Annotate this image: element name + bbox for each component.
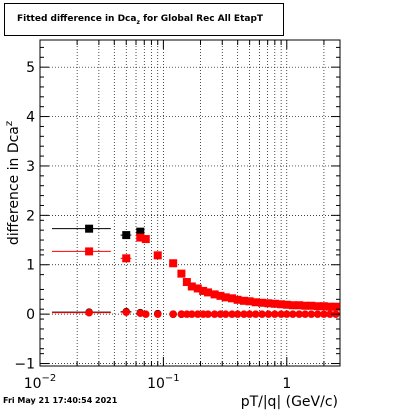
grid — [40, 40, 340, 366]
data-point-square — [325, 302, 334, 311]
data-point-square — [193, 284, 202, 293]
data-point-square — [245, 297, 254, 306]
data-point-circle — [188, 310, 196, 318]
data-point-square — [210, 290, 219, 299]
data-point-circle — [221, 310, 230, 318]
y-tick-label: 5 — [26, 60, 35, 76]
data-point-circle — [240, 310, 248, 318]
chart-title: Fitted difference in Dcaz for Global Rec… — [17, 14, 263, 26]
data-point-circle — [320, 310, 328, 318]
data-point-circle — [233, 310, 242, 318]
x-tick-label-base: 10 — [147, 376, 165, 392]
data-point-circle — [216, 310, 225, 318]
y-tick-label: −1 — [14, 357, 35, 373]
chart-title-rest: for Global Rec All EtapT — [139, 14, 264, 24]
data-point-circle — [326, 310, 334, 318]
data-point-circle — [122, 308, 131, 316]
data-point-square — [122, 254, 131, 263]
data-point-square — [301, 301, 310, 310]
data-point-circle — [289, 310, 297, 318]
y-tick-label: 4 — [26, 110, 35, 126]
data-point-circle — [307, 310, 316, 318]
data-point-square — [169, 259, 178, 268]
chart-title-sub: z — [136, 18, 140, 26]
data-point-circle — [228, 310, 236, 318]
data-point-square — [221, 293, 230, 302]
data-point-circle — [251, 310, 260, 318]
data-point-circle — [295, 310, 303, 318]
data-point-circle — [204, 310, 212, 318]
y-axis-label: difference in Dcaz — [4, 121, 22, 245]
data-point-square — [319, 302, 328, 311]
data-point-square — [270, 299, 279, 308]
data-point-square — [199, 286, 208, 295]
y-axis-label-sub: z — [4, 121, 15, 126]
data-point-square — [204, 288, 213, 297]
x-axis-label: pT/|q| (GeV/c) — [241, 394, 338, 410]
data-point-square — [85, 224, 94, 233]
data-point-square — [153, 251, 162, 260]
data-point-square — [307, 301, 316, 310]
y-tick-label: 3 — [26, 159, 35, 175]
data-point-square — [216, 291, 225, 300]
data-point-square — [85, 247, 94, 256]
data-point-circle — [258, 310, 266, 318]
data-point-square — [277, 300, 286, 309]
x-tick-label-exponent: −2 — [42, 373, 57, 384]
data-point-square — [288, 301, 297, 310]
data-point-square — [177, 269, 186, 278]
data-point-square — [182, 278, 191, 287]
x-tick-label-base: 10 — [24, 376, 42, 392]
y-tick-label: 0 — [26, 307, 35, 323]
data-point-circle — [210, 310, 219, 318]
data-point-circle — [264, 310, 273, 318]
x-tick-label: 1 — [282, 376, 291, 392]
data-point-circle — [245, 310, 254, 318]
y-tick-label: 1 — [26, 258, 35, 274]
data-point-circle — [313, 310, 322, 318]
data-point-square — [187, 282, 196, 291]
x-tick-label: 10−1 — [147, 373, 180, 392]
data-point-square — [239, 296, 248, 305]
timestamp: Fri May 21 17:40:54 2021 — [3, 396, 118, 405]
x-tick-label-base: 1 — [282, 376, 291, 392]
data-point-square — [228, 294, 237, 303]
chart-title-main: Fitted difference in Dca — [17, 14, 137, 24]
data-point-circle — [85, 308, 93, 317]
data-point-square — [258, 298, 267, 307]
data-point-circle — [271, 310, 279, 318]
data-point-circle — [141, 310, 150, 318]
data-point-circle — [282, 310, 291, 318]
data-point-square — [251, 298, 260, 307]
data-point-square — [295, 301, 304, 310]
x-tick-label-exponent: −1 — [165, 373, 180, 384]
data-point-square — [122, 231, 131, 240]
data-point-square — [264, 299, 273, 308]
data-point-square — [233, 295, 242, 304]
y-tick-label: 2 — [26, 208, 35, 224]
y-axis-label-main: difference in Dca — [6, 126, 22, 245]
data-point-circle — [169, 310, 177, 318]
data-point-square — [136, 233, 145, 242]
data-point-circle — [193, 310, 202, 318]
data-layer — [51, 224, 340, 318]
title-box: Fitted difference in Dcaz for Global Rec… — [4, 3, 284, 36]
data-point-square — [136, 227, 145, 236]
data-point-circle — [301, 310, 309, 318]
data-point-square — [141, 235, 150, 244]
data-point-square — [282, 300, 291, 309]
data-point-square — [331, 302, 340, 311]
data-point-circle — [277, 310, 285, 318]
x-tick-label: 10−2 — [24, 373, 57, 392]
data-point-circle — [153, 310, 162, 318]
data-point-circle — [177, 310, 186, 318]
data-point-square — [313, 302, 322, 311]
